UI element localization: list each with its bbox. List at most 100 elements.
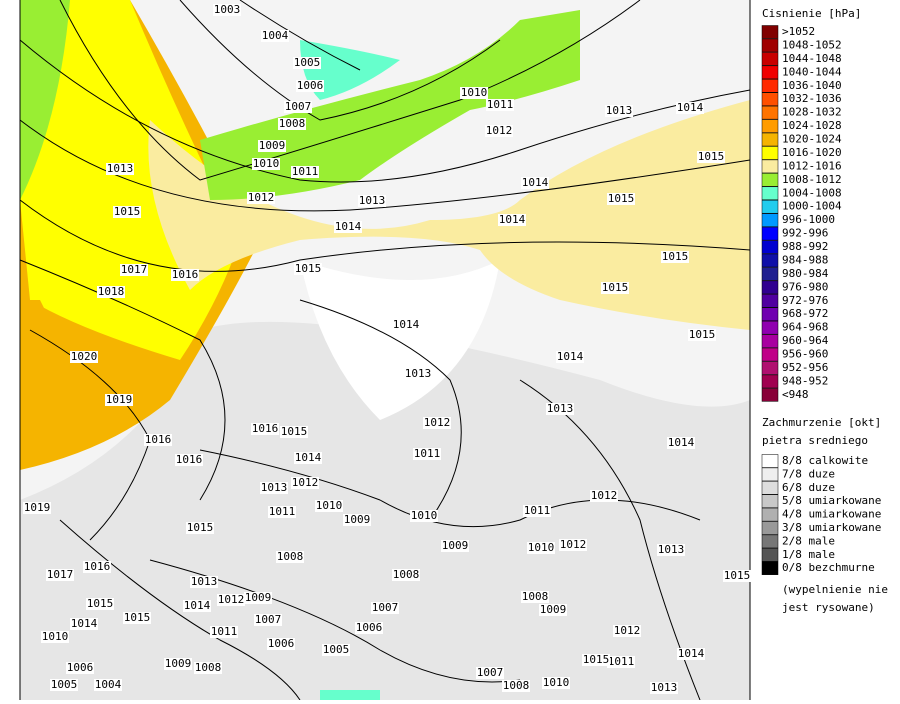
isobar-label-box [194,662,222,674]
isobar-label-box [70,351,98,363]
isobar-label-box [392,319,420,331]
legend-swatch [761,132,779,147]
legend-swatch [761,25,779,39]
isobar-label-box [50,679,78,691]
isobar-label-box [296,80,324,92]
legend-label: <948 [782,388,809,401]
isobar-label: 1011 [608,655,635,668]
legend-label: 6/8 duze [782,481,835,494]
isobar-label-box [371,602,399,614]
isobar-label-box [113,206,141,218]
legend-label: 972-976 [782,294,828,307]
legend-swatch [761,65,779,80]
isobar-label: 1011 [524,504,551,517]
isobar-label-box [86,598,114,610]
legend-label: 3/8 umiarkowane [782,521,881,534]
isobar-label-box [293,57,321,69]
isobar-label-box [413,448,441,460]
isobar-label: 1015 [608,192,635,205]
legend-swatch [761,240,779,254]
isobar-label-box [590,490,618,502]
isobar-label-box [105,394,133,406]
legend-swatch [761,320,779,335]
legend-label: 8/8 calkowite [782,454,868,467]
isobar-label: 1008 [503,679,530,692]
isobar-label: 1011 [414,447,441,460]
isobar-label: 1014 [499,213,526,226]
isobar-label: 1012 [560,538,587,551]
isobar-label: 1011 [487,98,514,111]
isobar-label: 1004 [262,29,289,42]
isobar-label: 1005 [51,678,78,691]
legend-swatch [761,253,779,268]
legend-swatch [761,173,779,187]
isobar-label: 1016 [145,433,172,446]
isobar-label-box [267,638,295,650]
isobar-label-box [123,612,151,624]
isobar-label: 1014 [678,647,705,660]
legend-label: 1012-1016 [782,159,842,172]
legend-label: 1000-1004 [782,200,842,213]
legend-swatch [761,561,779,575]
legend-label: 1028-1032 [782,106,842,119]
isobar-label: 1015 [87,597,114,610]
isobar-label-box [280,426,308,438]
isobar-label-box [190,576,218,588]
legend-label: 976-980 [782,280,828,293]
isobar-label: 1010 [316,499,343,512]
isobar-label: 1011 [211,625,238,638]
legend-label: 980-984 [782,267,829,280]
isobar-label: 1009 [344,513,371,526]
legend-swatch [761,267,779,281]
isobar-label-box [601,282,629,294]
isobar-label-box [260,482,288,494]
isobar-label: 1005 [323,643,350,656]
isobar-label: 1015 [698,150,725,163]
legend-label: 988-992 [782,240,828,253]
isobar-label: 1009 [540,603,567,616]
isobar-label-box [252,158,280,170]
isobar-label-box [605,105,633,117]
isobar-label: 1006 [297,79,324,92]
isobar-label-box [485,125,513,137]
isobar-label: 1009 [165,657,192,670]
isobar-label: 1012 [248,191,275,204]
isobar-label-box [423,417,451,429]
isobar-label: 1018 [98,285,125,298]
legend-swatch [761,213,779,227]
isobar-label-box [355,622,383,634]
isobar-label-box [70,618,98,630]
isobar-label-box [94,679,122,691]
isobar-label: 1010 [253,157,280,170]
isobar-label: 1015 [724,569,751,582]
legend-label: 996-1000 [782,213,835,226]
isobar-label-box [539,604,567,616]
isobar-label-box [251,423,279,435]
isobar-label-box [294,452,322,464]
isobar-label: 1014 [522,176,549,189]
isobar-label: 1014 [557,350,584,363]
legend-title: Zachmurzenie [okt] [762,416,881,429]
isobar-label-box [334,221,362,233]
isobar-label-box [210,626,238,638]
legend-swatch [761,494,779,508]
isobar-label-box [213,4,241,16]
legend-swatch [761,280,779,295]
legend-label: 1004-1008 [782,186,842,199]
isobar-label: 1015 [187,521,214,534]
isobar-label-box [460,87,488,99]
legend-swatch [761,481,779,495]
isobar-label: 1020 [71,350,98,363]
isobar-label-box [258,140,286,152]
isobar-label: 1014 [184,599,211,612]
legend-swatch [761,548,779,562]
isobar-label-box [582,654,610,666]
isobar-label-box [527,542,555,554]
isobar-label: 1015 [114,205,141,218]
legend-label: >1052 [782,25,815,38]
legend-label: 5/8 umiarkowane [782,494,881,507]
isobar-label-box [276,551,304,563]
isobar-label-box [66,662,94,674]
isobar-label: 1006 [67,661,94,674]
